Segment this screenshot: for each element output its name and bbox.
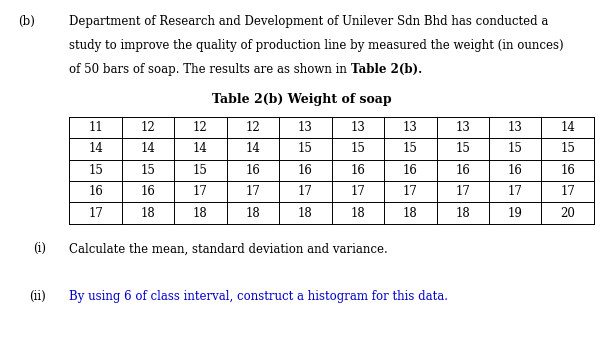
Text: 14: 14 — [560, 121, 575, 134]
Text: 16: 16 — [140, 185, 156, 198]
Text: 16: 16 — [245, 164, 260, 177]
Text: 18: 18 — [403, 206, 418, 220]
Text: Calculate the mean, standard deviation and variance.: Calculate the mean, standard deviation a… — [69, 242, 388, 255]
Text: 16: 16 — [455, 164, 470, 177]
Text: 14: 14 — [88, 142, 103, 156]
Text: 12: 12 — [193, 121, 208, 134]
Text: 17: 17 — [403, 185, 418, 198]
Text: 18: 18 — [455, 206, 470, 220]
Text: 18: 18 — [350, 206, 365, 220]
Text: 20: 20 — [560, 206, 575, 220]
Text: 11: 11 — [88, 121, 103, 134]
Text: 13: 13 — [455, 121, 470, 134]
Text: 18: 18 — [140, 206, 156, 220]
Text: 13: 13 — [403, 121, 418, 134]
Text: 17: 17 — [455, 185, 470, 198]
Text: of 50 bars of soap. The results are as shown in: of 50 bars of soap. The results are as s… — [69, 63, 351, 76]
Text: 14: 14 — [193, 142, 208, 156]
Text: 19: 19 — [508, 206, 523, 220]
Text: (b): (b) — [18, 15, 35, 28]
Text: 14: 14 — [245, 142, 260, 156]
Text: 12: 12 — [140, 121, 156, 134]
Text: 15: 15 — [193, 164, 208, 177]
Text: 15: 15 — [140, 164, 156, 177]
Text: 17: 17 — [350, 185, 365, 198]
Text: study to improve the quality of production line by measured the weight (in ounce: study to improve the quality of producti… — [69, 39, 564, 52]
Text: 18: 18 — [193, 206, 208, 220]
Text: 14: 14 — [140, 142, 156, 156]
Text: 17: 17 — [560, 185, 575, 198]
Text: 15: 15 — [350, 142, 365, 156]
Text: 18: 18 — [298, 206, 313, 220]
Text: 13: 13 — [508, 121, 523, 134]
Text: By using 6 of class interval, construct a histogram for this data.: By using 6 of class interval, construct … — [69, 290, 449, 303]
Text: Table 2(b).: Table 2(b). — [351, 63, 422, 76]
Text: 18: 18 — [245, 206, 260, 220]
Text: 16: 16 — [508, 164, 523, 177]
Text: 17: 17 — [193, 185, 208, 198]
Text: 16: 16 — [403, 164, 418, 177]
Text: 15: 15 — [508, 142, 523, 156]
Text: Department of Research and Development of Unilever Sdn Bhd has conducted a: Department of Research and Development o… — [69, 15, 549, 28]
Text: 17: 17 — [298, 185, 313, 198]
Text: 17: 17 — [88, 206, 103, 220]
Text: 16: 16 — [88, 185, 103, 198]
Text: 16: 16 — [560, 164, 575, 177]
Text: 16: 16 — [350, 164, 365, 177]
Text: Table 2(b) Weight of soap: Table 2(b) Weight of soap — [212, 93, 391, 106]
Text: 17: 17 — [245, 185, 260, 198]
Text: 15: 15 — [403, 142, 418, 156]
Text: 12: 12 — [245, 121, 260, 134]
Text: 16: 16 — [298, 164, 313, 177]
Text: 15: 15 — [455, 142, 470, 156]
Text: 15: 15 — [88, 164, 103, 177]
Text: 17: 17 — [508, 185, 523, 198]
Text: (i): (i) — [33, 242, 46, 255]
Text: 15: 15 — [298, 142, 313, 156]
Text: 13: 13 — [298, 121, 313, 134]
Text: (ii): (ii) — [29, 290, 46, 303]
Text: 13: 13 — [350, 121, 365, 134]
Text: 15: 15 — [560, 142, 575, 156]
